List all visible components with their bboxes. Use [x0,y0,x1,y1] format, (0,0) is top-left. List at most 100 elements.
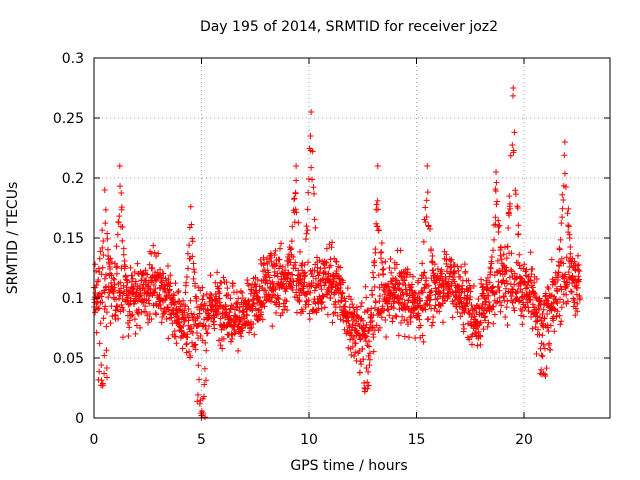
data-point [495,278,502,285]
data-point [292,190,299,197]
data-point [329,284,336,291]
data-point [573,291,580,298]
data-point [563,291,570,298]
data-point [292,206,299,213]
data-point [182,315,189,322]
data-point [541,315,548,322]
data-point [116,163,123,169]
data-point [516,262,523,269]
data-point [262,276,269,283]
data-point [192,341,199,348]
data-point [261,303,268,310]
data-point [223,279,230,286]
data-point [243,306,250,313]
data-point [519,289,526,296]
data-point [536,314,543,321]
data-point [504,243,511,250]
data-point [286,256,293,263]
data-point [312,300,319,307]
data-point [220,335,227,342]
data-point [340,306,347,313]
data-point [295,219,302,226]
data-point [511,281,518,288]
data-point [307,133,314,140]
data-point [291,219,298,226]
data-point [304,227,311,234]
data-point [239,327,246,334]
data-point [350,311,357,318]
data-point [327,256,334,263]
data-point [268,258,275,265]
data-point [288,238,295,245]
data-point [369,291,376,298]
data-point [486,302,493,309]
data-point [558,286,565,293]
data-point [266,274,273,281]
data-point [525,308,532,315]
data-point [111,281,118,288]
data-point [341,295,348,302]
data-point [220,274,227,281]
data-point [233,289,240,296]
data-point [569,255,576,262]
data-point [510,304,517,311]
data-point [461,261,468,268]
data-point [190,266,197,273]
data-point [450,300,457,307]
data-point [422,204,429,211]
data-point [533,275,540,282]
data-point [385,306,392,313]
data-point [391,265,398,272]
data-point [248,324,255,331]
data-point [113,270,120,277]
data-point [480,283,487,290]
data-point [519,321,526,328]
data-point [552,280,559,287]
x-tick-label: 20 [515,432,533,448]
data-point [194,398,201,405]
data-point [364,307,371,314]
data-point [235,347,242,354]
data-point [113,296,120,303]
data-point [574,284,581,291]
data-point [477,319,484,326]
data-point [92,309,99,316]
data-point [309,176,316,183]
data-point [204,330,211,337]
data-point [527,277,534,284]
data-point [318,305,325,312]
data-point [520,313,527,320]
data-point [543,365,550,372]
data-point [111,312,118,319]
data-point [443,251,450,258]
data-point [275,303,282,310]
data-point [157,266,164,273]
data-point [457,274,464,281]
data-point [104,246,111,253]
data-point [334,312,341,319]
data-point [419,305,426,312]
data-point [197,333,204,340]
data-point [577,295,583,302]
data-point [217,342,224,349]
data-point [293,209,300,216]
data-point [429,319,436,326]
data-point [410,273,417,280]
data-point [536,295,543,302]
data-point [403,316,410,323]
data-point [421,269,428,276]
data-point [565,229,572,236]
data-point [415,277,422,284]
data-point [363,333,370,340]
data-point [504,298,511,305]
data-point [514,205,521,212]
data-point [393,313,400,320]
data-point [95,277,102,284]
data-point [387,256,394,263]
data-point [400,270,407,277]
data-point [117,183,124,190]
data-point [562,183,569,190]
data-point [351,314,358,321]
data-point [502,314,509,321]
data-point [574,308,581,315]
